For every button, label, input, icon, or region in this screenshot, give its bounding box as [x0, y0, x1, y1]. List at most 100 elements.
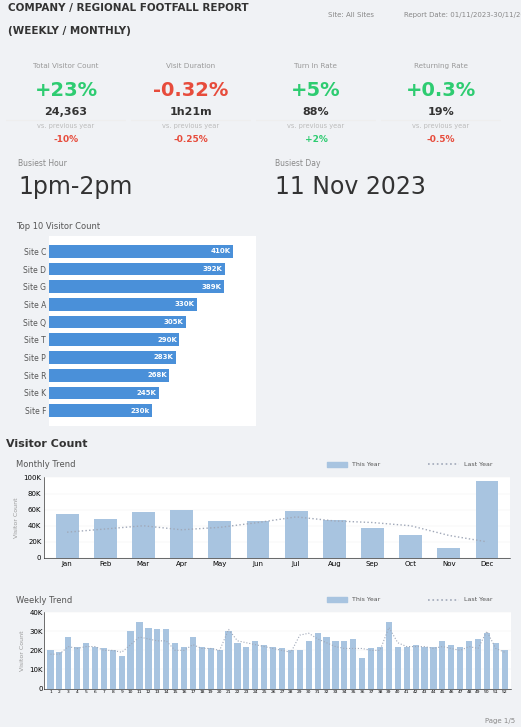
Text: 283K: 283K	[154, 355, 174, 361]
Bar	[47, 651, 54, 688]
Bar	[92, 646, 98, 688]
Text: Returning Rate: Returning Rate	[414, 63, 468, 69]
Bar	[386, 622, 392, 688]
Bar	[181, 646, 187, 688]
Text: Turn In Rate: Turn In Rate	[294, 63, 338, 69]
Y-axis label: Visitor Count: Visitor Count	[20, 630, 25, 671]
Text: 268K: 268K	[147, 372, 167, 378]
Bar	[484, 633, 490, 688]
Bar	[234, 643, 241, 688]
Bar	[377, 646, 383, 688]
Bar	[413, 645, 419, 688]
Bar	[430, 646, 437, 688]
Bar	[163, 630, 169, 688]
Bar	[493, 643, 499, 688]
Bar	[94, 519, 117, 558]
Y-axis label: Visitor Count: Visitor Count	[14, 497, 19, 538]
Bar	[83, 643, 89, 688]
Bar	[315, 633, 321, 688]
Bar	[395, 646, 401, 688]
Text: +2%: +2%	[305, 135, 327, 144]
Text: 230k: 230k	[131, 408, 150, 414]
Bar	[190, 637, 196, 688]
Text: Visit Duration: Visit Duration	[166, 63, 216, 69]
Bar	[74, 646, 80, 688]
Text: -0.5%: -0.5%	[427, 135, 455, 144]
Bar	[341, 640, 348, 688]
Bar	[475, 639, 481, 688]
Text: 392K: 392K	[203, 266, 223, 272]
Bar	[49, 404, 152, 417]
Text: Weekly Trend: Weekly Trend	[16, 596, 72, 605]
Bar	[350, 639, 356, 688]
Bar	[476, 481, 499, 558]
Text: Last Year: Last Year	[464, 598, 492, 602]
Text: Report Date: 01/11/2023-30/11/2023: Report Date: 01/11/2023-30/11/2023	[404, 12, 521, 18]
Text: 389K: 389K	[202, 284, 221, 290]
Text: +0.3%: +0.3%	[406, 81, 476, 100]
Bar	[145, 627, 152, 688]
Text: vs. previous year: vs. previous year	[38, 123, 95, 129]
Bar	[49, 298, 197, 310]
Bar	[306, 640, 312, 688]
Bar	[172, 643, 178, 688]
Bar	[109, 651, 116, 688]
Text: Visitor Count: Visitor Count	[6, 439, 88, 449]
Bar	[226, 631, 232, 688]
Bar	[284, 511, 307, 558]
Text: +23%: +23%	[34, 81, 97, 100]
Bar	[49, 316, 186, 329]
Bar	[437, 548, 460, 558]
Bar	[439, 640, 445, 688]
Text: -0.32%: -0.32%	[153, 81, 229, 100]
Text: (WEEKLY / MONTHLY): (WEEKLY / MONTHLY)	[8, 26, 131, 36]
Bar	[261, 645, 267, 688]
Bar	[128, 631, 134, 688]
Text: Busiest Hour: Busiest Hour	[18, 158, 67, 168]
Bar	[49, 281, 224, 293]
Bar	[252, 640, 258, 688]
Text: Busiest Day: Busiest Day	[275, 158, 320, 168]
Text: 88%: 88%	[303, 108, 329, 117]
Bar	[49, 369, 169, 382]
Text: -10%: -10%	[54, 135, 79, 144]
Bar	[270, 646, 276, 688]
Bar	[49, 334, 179, 346]
Text: Page 1/5: Page 1/5	[485, 718, 515, 725]
Text: 1h21m: 1h21m	[170, 108, 213, 117]
Bar	[448, 645, 454, 688]
Text: 19%: 19%	[428, 108, 454, 117]
Bar	[217, 651, 223, 688]
Bar	[502, 651, 508, 688]
Bar	[119, 656, 125, 688]
Bar	[132, 512, 155, 558]
Text: 330K: 330K	[175, 302, 195, 308]
Text: 24,363: 24,363	[44, 108, 88, 117]
Bar	[170, 510, 193, 558]
Bar	[154, 630, 160, 688]
Bar	[368, 648, 374, 688]
Bar	[288, 651, 294, 688]
Text: vs. previous year: vs. previous year	[413, 123, 469, 129]
Text: -0.25%: -0.25%	[173, 135, 208, 144]
Bar	[49, 387, 159, 399]
Bar	[296, 651, 303, 688]
Text: 1pm-2pm: 1pm-2pm	[18, 175, 133, 199]
Bar	[101, 648, 107, 688]
Bar	[49, 245, 233, 257]
Bar	[457, 646, 463, 688]
Bar	[56, 652, 63, 688]
Text: 245K: 245K	[137, 390, 157, 396]
Bar	[323, 520, 346, 558]
Text: Top 10 Visitor Count: Top 10 Visitor Count	[16, 222, 101, 231]
Bar	[359, 658, 365, 688]
Bar	[56, 514, 79, 558]
Bar	[49, 262, 225, 276]
Text: This Year: This Year	[352, 462, 380, 467]
Text: +5%: +5%	[291, 81, 341, 100]
Bar	[399, 535, 422, 558]
Bar	[199, 646, 205, 688]
Text: 410K: 410K	[211, 249, 231, 254]
Bar	[421, 646, 428, 688]
Text: Last Year: Last Year	[464, 462, 492, 467]
